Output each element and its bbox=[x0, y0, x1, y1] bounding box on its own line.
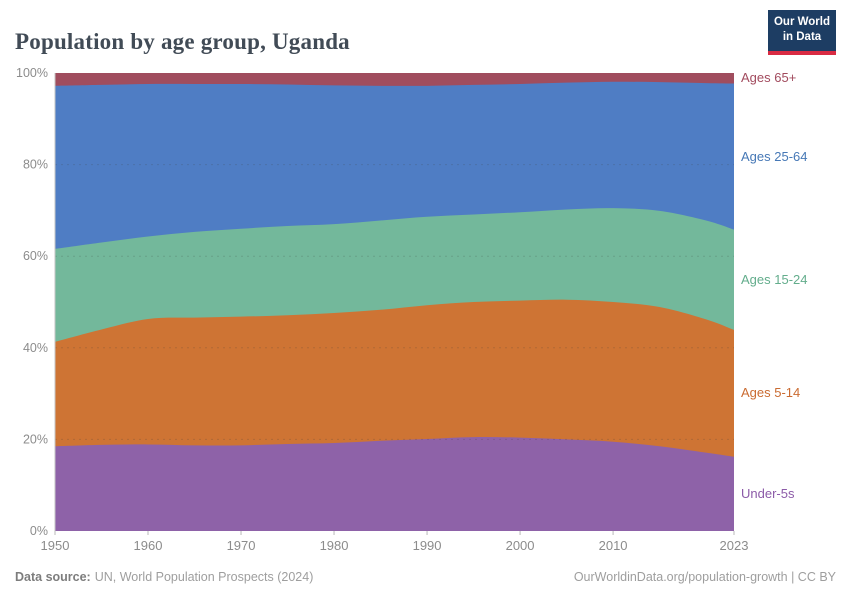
y-axis-tick-label: 40% bbox=[23, 341, 48, 355]
x-axis-tick-label: 1950 bbox=[41, 538, 70, 553]
y-axis-tick-label: 20% bbox=[23, 432, 48, 446]
data-source-text: UN, World Population Prospects (2024) bbox=[94, 570, 314, 584]
y-axis-tick-label: 60% bbox=[23, 249, 48, 263]
legend-label-ages-25-64[interactable]: Ages 25-64 bbox=[741, 148, 808, 164]
x-axis-tick-label: 2010 bbox=[599, 538, 628, 553]
x-axis-tick-label: 1980 bbox=[320, 538, 349, 553]
footer: Data source: UN, World Population Prospec… bbox=[15, 570, 836, 584]
legend-label-ages-15-24[interactable]: Ages 15-24 bbox=[741, 271, 808, 287]
data-source-label: Data source: bbox=[15, 570, 91, 584]
x-axis-tick-label: 1990 bbox=[413, 538, 442, 553]
legend-label-under-5s[interactable]: Under-5s bbox=[741, 485, 795, 501]
legend-label-ages-5-14[interactable]: Ages 5-14 bbox=[741, 385, 801, 401]
x-axis-tick-label: 2023 bbox=[720, 538, 749, 553]
page-title: Population by age group, Uganda bbox=[15, 29, 350, 55]
owid-logo-line1: Our World bbox=[773, 16, 830, 28]
data-source-note: Data source: UN, World Population Prospec… bbox=[15, 570, 313, 584]
area-under-5s[interactable] bbox=[55, 437, 734, 531]
chart-legend: Under-5s Ages 5-14 Ages 15-24 Ages 25-64 Age… bbox=[741, 0, 846, 560]
x-axis-tick-label: 1960 bbox=[134, 538, 163, 553]
y-axis-tick-label: 100% bbox=[16, 66, 48, 80]
owid-logo[interactable]: Our World in Data bbox=[768, 10, 836, 55]
y-axis-tick-label: 0% bbox=[30, 524, 48, 538]
x-axis-tick-label: 1970 bbox=[227, 538, 256, 553]
x-axis-tick-label: 2000 bbox=[506, 538, 535, 553]
legend-label-ages-65plus[interactable]: Ages 65+ bbox=[741, 70, 797, 86]
y-axis-tick-label: 80% bbox=[23, 158, 48, 172]
owid-logo-line2: in Data bbox=[782, 30, 822, 43]
footer-citation-link[interactable]: OurWorldinData.org/population-growth | C… bbox=[573, 570, 836, 584]
